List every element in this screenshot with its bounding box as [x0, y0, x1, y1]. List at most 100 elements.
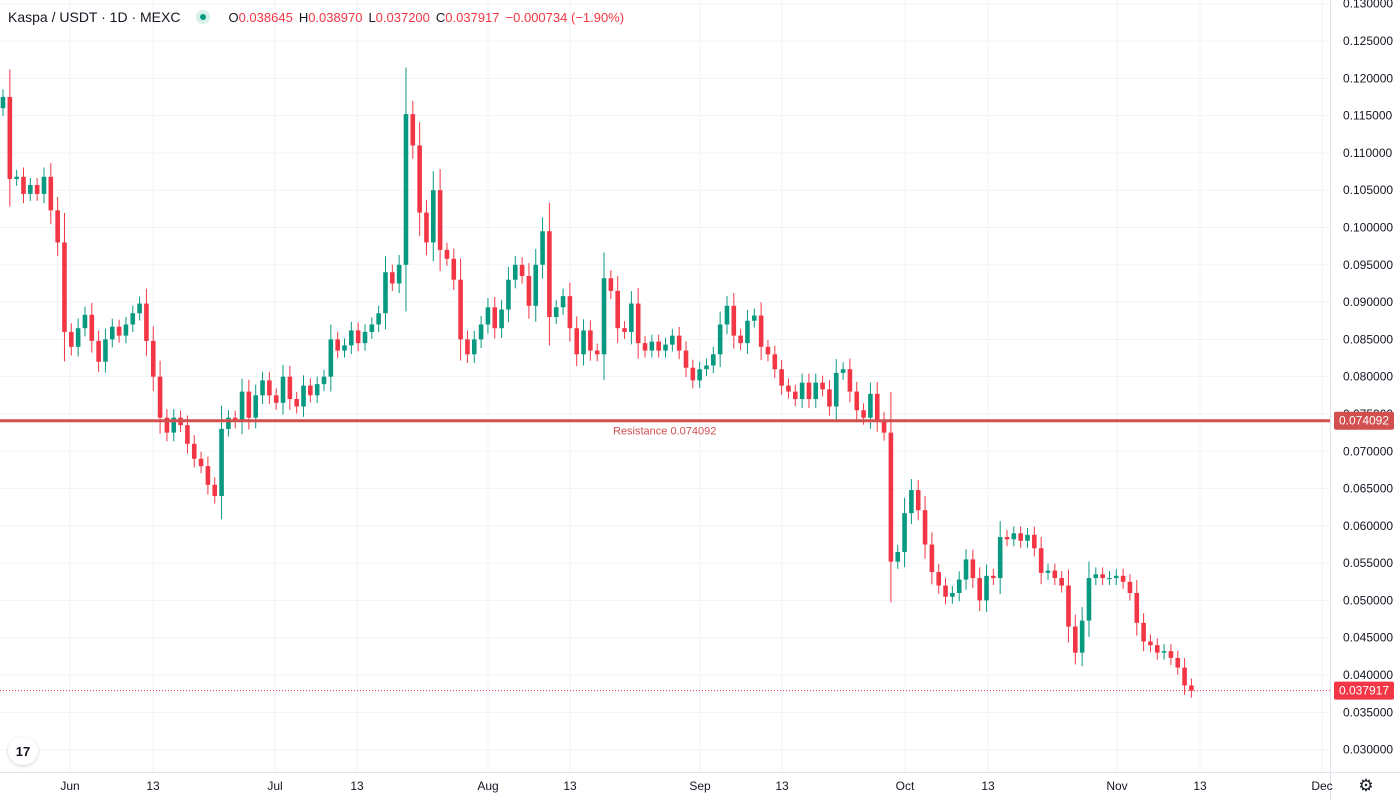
candle [676, 326, 682, 360]
candle-body [1093, 574, 1099, 579]
candle [711, 346, 716, 374]
candle [1011, 526, 1017, 547]
candle-body [396, 264, 402, 284]
candle-body [540, 231, 545, 265]
candle [89, 302, 95, 353]
candle [806, 373, 812, 409]
candle-body [1141, 622, 1146, 642]
candle [615, 275, 620, 344]
price-tick-label: 0.045000 [1343, 631, 1393, 645]
symbol-title[interactable]: Kaspa / USDT · 1D · MEXC [8, 9, 181, 25]
candle-body [663, 344, 668, 351]
price-tick-label: 0.090000 [1343, 295, 1393, 309]
candle [840, 362, 846, 380]
candle-body [813, 382, 819, 400]
candle-body [116, 326, 122, 336]
candle-body [205, 466, 211, 485]
tradingview-logo-icon[interactable]: 17 [8, 737, 38, 765]
time-axis[interactable]: Jun 13 Jul 13 Aug 13 Sep 13 Oct 13 Nov 13 Dec [0, 772, 1400, 794]
candle [533, 248, 539, 322]
candle [608, 270, 614, 299]
candle [581, 319, 586, 366]
candle [724, 296, 730, 335]
gear-icon[interactable]: ⚙ [1358, 776, 1374, 795]
candle [109, 318, 115, 348]
time-tick-label: Jul [267, 779, 282, 793]
overlays: Resistance 0.074092 [0, 419, 1330, 692]
candle-body [854, 391, 860, 411]
price-tick-label: 0.070000 [1343, 444, 1393, 458]
candle [922, 496, 928, 559]
candle [1045, 563, 1051, 580]
candle-body [471, 339, 477, 355]
candle-body [109, 326, 115, 340]
candle-body [144, 303, 149, 341]
candle [670, 328, 675, 352]
candle-body [909, 490, 914, 514]
candle-body [991, 575, 996, 579]
candle [0, 89, 6, 116]
candle [390, 264, 395, 292]
candle-body [451, 258, 457, 280]
candle-body [267, 380, 272, 396]
candle [362, 324, 368, 351]
candle-body [294, 399, 299, 407]
candle [430, 171, 436, 262]
candle-body [1182, 667, 1187, 686]
candle-body [308, 385, 313, 396]
symbol-legend: Kaspa / USDT · 1D · MEXC O 0.038645 H 0.03… [8, 8, 624, 26]
candle [328, 324, 334, 392]
candle-body [861, 410, 866, 418]
candle [444, 242, 450, 266]
price-tick-label: 0.125000 [1343, 34, 1393, 48]
candle-body [724, 305, 730, 325]
candle [1059, 571, 1064, 593]
candle [7, 69, 13, 207]
candle-body [0, 96, 6, 109]
candle-body [437, 190, 443, 250]
price-tick-label: 0.065000 [1343, 482, 1393, 496]
price-axis[interactable]: 0.030000 0.035000 0.040000 0.045000 0.050000… [1330, 0, 1395, 800]
candle [820, 375, 825, 397]
last-price-badge [1334, 681, 1394, 700]
price-tick-label: 0.085000 [1343, 332, 1393, 346]
price-tick-label: 0.080000 [1343, 370, 1393, 384]
candle-body [103, 339, 108, 362]
candle [929, 532, 935, 585]
candle [833, 359, 839, 421]
candle [383, 256, 388, 330]
candle-body [485, 307, 491, 325]
candle-body [28, 184, 33, 194]
candle-body [321, 376, 327, 385]
candle-body [1059, 578, 1064, 586]
candle-body [820, 382, 825, 390]
candle [786, 378, 791, 399]
candle [656, 334, 661, 358]
candle [1079, 607, 1085, 667]
candle [48, 162, 54, 225]
candle [909, 479, 914, 525]
candle [1141, 613, 1146, 652]
candle-body [1066, 585, 1071, 627]
candle [260, 371, 265, 404]
candle-body [458, 279, 463, 340]
low-value: 0.037200 [375, 9, 430, 25]
candle [506, 266, 511, 323]
candle-body [963, 559, 969, 580]
candle-body [902, 513, 907, 552]
candle [212, 477, 218, 504]
candle [82, 306, 88, 337]
candle-body [212, 484, 218, 497]
candle [642, 336, 648, 358]
candle-body [711, 354, 716, 366]
candle [492, 296, 498, 339]
candle [471, 330, 477, 363]
candle-body [239, 391, 245, 422]
candle-body [75, 328, 81, 347]
candle [198, 451, 204, 474]
candle [403, 67, 409, 312]
candle [191, 435, 197, 468]
price-tick-label: 0.050000 [1343, 593, 1393, 607]
